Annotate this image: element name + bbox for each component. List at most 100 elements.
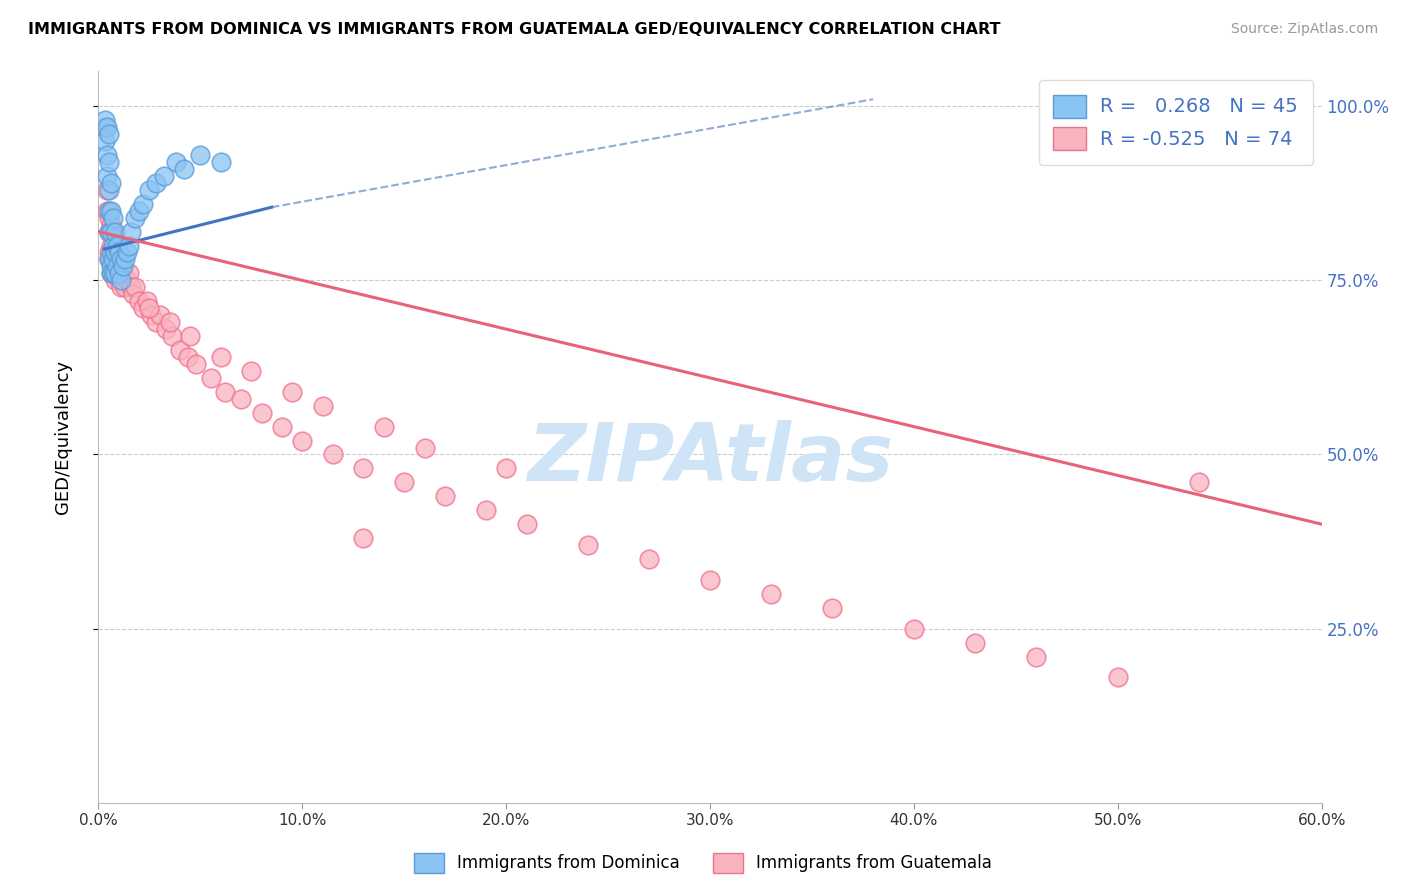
Point — [104, 245, 127, 260]
Point — [96, 169, 118, 183]
Point — [291, 434, 314, 448]
Point — [96, 148, 118, 162]
Point — [101, 211, 124, 225]
Point — [1107, 670, 1129, 684]
Point — [100, 266, 122, 280]
Point — [115, 273, 138, 287]
Point — [209, 155, 232, 169]
Point — [118, 238, 141, 252]
Point — [97, 211, 120, 225]
Point — [96, 120, 118, 134]
Point — [101, 225, 124, 239]
Point — [100, 252, 122, 267]
Point — [250, 406, 273, 420]
Point — [165, 155, 187, 169]
Point — [177, 350, 200, 364]
Point — [136, 294, 159, 309]
Point — [100, 266, 122, 280]
Point — [821, 600, 844, 615]
Point — [761, 587, 783, 601]
Point — [132, 301, 155, 316]
Point — [120, 225, 142, 239]
Text: IMMIGRANTS FROM DOMINICA VS IMMIGRANTS FROM GUATEMALA GED/EQUIVALENCY CORRELATIO: IMMIGRANTS FROM DOMINICA VS IMMIGRANTS F… — [28, 22, 1001, 37]
Point — [1025, 649, 1047, 664]
Point — [114, 280, 136, 294]
Point — [434, 489, 457, 503]
Point — [188, 148, 212, 162]
Point — [152, 169, 174, 183]
Point — [104, 238, 127, 252]
Legend: Immigrants from Dominica, Immigrants from Guatemala: Immigrants from Dominica, Immigrants fro… — [406, 847, 1000, 880]
Point — [101, 245, 124, 260]
Point — [160, 329, 183, 343]
Point — [104, 273, 127, 287]
Point — [638, 552, 661, 566]
Point — [576, 538, 599, 552]
Point — [105, 238, 128, 252]
Point — [97, 225, 120, 239]
Point — [105, 260, 128, 274]
Point — [110, 252, 132, 267]
Point — [352, 531, 374, 545]
Point — [100, 245, 122, 260]
Point — [101, 238, 124, 252]
Point — [110, 260, 132, 274]
Point — [214, 384, 236, 399]
Point — [281, 384, 304, 399]
Legend: R =   0.268   N = 45, R = -0.525   N = 74: R = 0.268 N = 45, R = -0.525 N = 74 — [1039, 80, 1313, 165]
Point — [104, 225, 127, 239]
Point — [115, 245, 138, 260]
Point — [110, 273, 132, 287]
Point — [903, 622, 925, 636]
Point — [145, 176, 167, 190]
Point — [128, 203, 150, 218]
Point — [118, 266, 141, 280]
Point — [97, 127, 120, 141]
Point — [141, 308, 163, 322]
Text: ZIPAtlas: ZIPAtlas — [527, 420, 893, 498]
Point — [128, 294, 150, 309]
Point — [322, 448, 344, 462]
Point — [240, 364, 263, 378]
Point — [114, 252, 136, 267]
Point — [392, 475, 416, 490]
Point — [159, 315, 181, 329]
Point — [495, 461, 517, 475]
Point — [108, 252, 131, 267]
Point — [108, 245, 131, 260]
Point — [104, 266, 127, 280]
Point — [312, 399, 335, 413]
Text: Source: ZipAtlas.com: Source: ZipAtlas.com — [1230, 22, 1378, 37]
Point — [124, 211, 146, 225]
Point — [186, 357, 208, 371]
Point — [97, 183, 120, 197]
Point — [101, 266, 124, 280]
Y-axis label: GED/Equivalency: GED/Equivalency — [53, 360, 72, 514]
Point — [97, 245, 120, 260]
Point — [200, 371, 222, 385]
Point — [120, 280, 142, 294]
Point — [108, 273, 131, 287]
Point — [965, 635, 987, 649]
Point — [108, 266, 131, 280]
Point — [209, 350, 232, 364]
Point — [105, 266, 128, 280]
Point — [100, 225, 122, 239]
Point — [132, 196, 155, 211]
Point — [97, 155, 120, 169]
Point — [373, 419, 395, 434]
Point — [100, 238, 122, 252]
Point — [270, 419, 294, 434]
Point — [93, 113, 115, 128]
Point — [97, 203, 120, 218]
Point — [105, 245, 128, 260]
Point — [138, 301, 160, 316]
Point — [149, 308, 172, 322]
Point — [179, 329, 201, 343]
Point — [104, 260, 127, 274]
Point — [124, 280, 146, 294]
Point — [100, 203, 122, 218]
Point — [474, 503, 498, 517]
Point — [101, 252, 124, 267]
Point — [413, 441, 436, 455]
